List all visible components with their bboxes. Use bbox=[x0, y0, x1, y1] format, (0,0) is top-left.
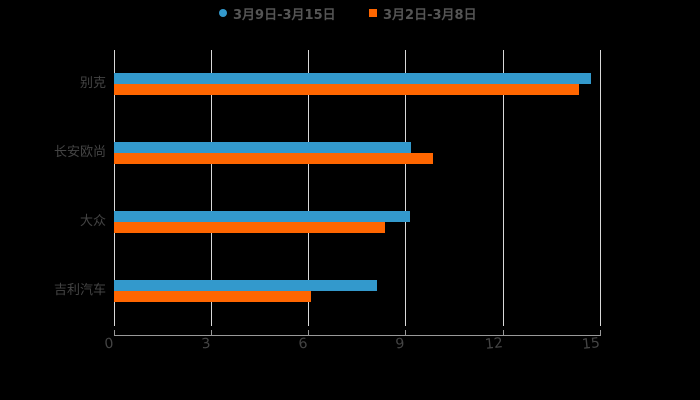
chart-legend: 3月9日-3月15日 3月2日-3月8日 bbox=[0, 3, 700, 23]
gridline bbox=[405, 50, 406, 326]
x-tick-label: 15 bbox=[581, 335, 601, 353]
bar-series2-changan-oushang[interactable] bbox=[114, 153, 433, 164]
legend-square-icon bbox=[369, 9, 377, 17]
gridline bbox=[600, 50, 601, 326]
gridline bbox=[503, 50, 504, 326]
bar-series2-geely[interactable] bbox=[114, 291, 311, 302]
legend-circle-icon bbox=[219, 9, 227, 17]
x-tick-label: 6 bbox=[297, 335, 309, 353]
gridline bbox=[308, 50, 309, 326]
x-axis-tick bbox=[503, 330, 504, 335]
x-tick-label: 12 bbox=[484, 335, 504, 353]
gridline bbox=[114, 50, 115, 326]
bar-series2-bieke[interactable] bbox=[114, 84, 579, 95]
legend-label: 3月2日-3月8日 bbox=[383, 7, 477, 23]
legend-item-series1[interactable]: 3月9日-3月15日 bbox=[219, 3, 336, 23]
bar-series2-dazhong[interactable] bbox=[114, 222, 385, 233]
x-axis-tick bbox=[114, 330, 115, 335]
x-axis-tick bbox=[405, 330, 406, 335]
category-label: 长安欧尚 bbox=[53, 145, 106, 160]
category-label: 大众 bbox=[79, 214, 106, 229]
bar-series1-changan-oushang[interactable] bbox=[114, 142, 411, 153]
x-tick-label: 0 bbox=[103, 335, 115, 353]
category-label: 别克 bbox=[79, 76, 106, 91]
legend-label: 3月9日-3月15日 bbox=[233, 7, 336, 23]
bar-series1-geely[interactable] bbox=[114, 280, 377, 291]
x-tick-label: 3 bbox=[200, 335, 212, 353]
x-axis-line bbox=[114, 335, 601, 336]
x-axis-tick bbox=[308, 330, 309, 335]
gridline bbox=[211, 50, 212, 326]
category-label: 吉利汽车 bbox=[53, 283, 106, 298]
x-axis-tick bbox=[600, 330, 601, 335]
x-axis-tick bbox=[211, 330, 212, 335]
x-tick-label: 9 bbox=[394, 335, 406, 353]
bar-series1-dazhong[interactable] bbox=[114, 211, 410, 222]
legend-item-series2[interactable]: 3月2日-3月8日 bbox=[369, 3, 477, 23]
bar-series1-bieke[interactable] bbox=[114, 73, 591, 84]
